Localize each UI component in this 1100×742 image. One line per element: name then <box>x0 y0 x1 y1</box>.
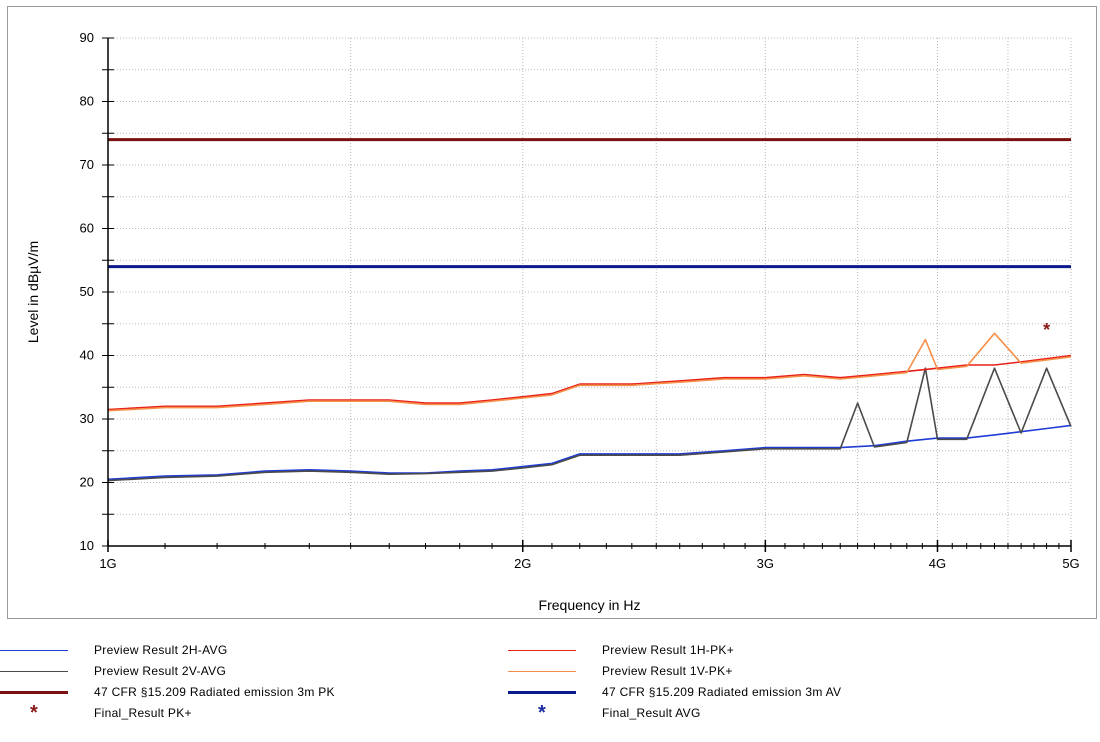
legend-item: Preview Result 2V-AVG <box>0 661 226 681</box>
y-tick-label: 10 <box>80 538 94 553</box>
chart-plot: * 10 20 30 40 50 60 70 80 90 1G 2G 3G 4G 5G Frequency… <box>25 30 1080 613</box>
legend-item: * Final_Result AVG <box>508 703 701 723</box>
legend: Preview Result 2H-AVG Preview Result 1H-P… <box>0 640 1100 740</box>
y-tick-label: 70 <box>80 157 94 172</box>
x-tick-label: 4G <box>929 556 946 571</box>
series-line-3 <box>107 332 1072 412</box>
legend-item: Preview Result 1H-PK+ <box>508 640 734 660</box>
final-result-marker: * <box>1043 320 1050 340</box>
legend-label: 47 CFR §15.209 Radiated emission 3m AV <box>602 685 842 699</box>
x-axis-title: Frequency in Hz <box>539 597 641 613</box>
y-tick-label: 60 <box>80 221 94 236</box>
series-line-2 <box>107 354 1072 411</box>
legend-label: Preview Result 1V-PK+ <box>602 664 733 678</box>
legend-label: Preview Result 1H-PK+ <box>602 643 735 657</box>
x-tick-label: 3G <box>757 556 774 571</box>
legend-item: Preview Result 1V-PK+ <box>508 661 733 681</box>
y-tick-label: 30 <box>80 411 94 426</box>
series-line-0 <box>107 424 1072 481</box>
legend-line-swatch <box>508 649 576 651</box>
x-tick-label: 5G <box>1062 556 1079 571</box>
y-tick-label: 90 <box>80 30 94 45</box>
legend-label: Preview Result 2H-AVG <box>94 643 228 657</box>
y-tick-label: 40 <box>80 348 94 363</box>
axis-layer: 10 20 30 40 50 60 70 80 90 1G 2G 3G 4G 5G <box>80 30 1080 571</box>
legend-marker-swatch: * <box>537 702 547 724</box>
legend-line-swatch <box>0 690 68 694</box>
chart-frame: * 10 20 30 40 50 60 70 80 90 1G 2G 3G 4G 5G Frequency… <box>7 6 1097 619</box>
legend-line-swatch <box>0 649 68 651</box>
legend-line-swatch <box>0 670 68 672</box>
legend-marker-swatch: * <box>29 702 39 724</box>
series-line-1 <box>107 367 1072 482</box>
x-tick-label: 2G <box>514 556 531 571</box>
grid-layer <box>107 37 1072 547</box>
legend-line-swatch <box>508 670 576 672</box>
y-tick-label: 50 <box>80 284 94 299</box>
legend-item: Preview Result 2H-AVG <box>0 640 227 660</box>
x-tick-label: 1G <box>99 556 116 571</box>
series-layer: * <box>107 138 1072 482</box>
legend-label: Preview Result 2V-AVG <box>94 664 227 678</box>
legend-item: 47 CFR §15.209 Radiated emission 3m PK <box>0 682 335 702</box>
y-tick-label: 80 <box>80 94 94 109</box>
y-axis-title: Level in dBµV/m <box>25 241 41 343</box>
legend-line-swatch <box>508 690 576 694</box>
y-tick-label: 20 <box>80 475 94 490</box>
legend-label: Final_Result AVG <box>602 706 701 720</box>
legend-label: Final_Result PK+ <box>94 706 192 720</box>
legend-item: * Final_Result PK+ <box>0 703 192 723</box>
legend-label: 47 CFR §15.209 Radiated emission 3m PK <box>94 685 335 699</box>
legend-item: 47 CFR §15.209 Radiated emission 3m AV <box>508 682 841 702</box>
